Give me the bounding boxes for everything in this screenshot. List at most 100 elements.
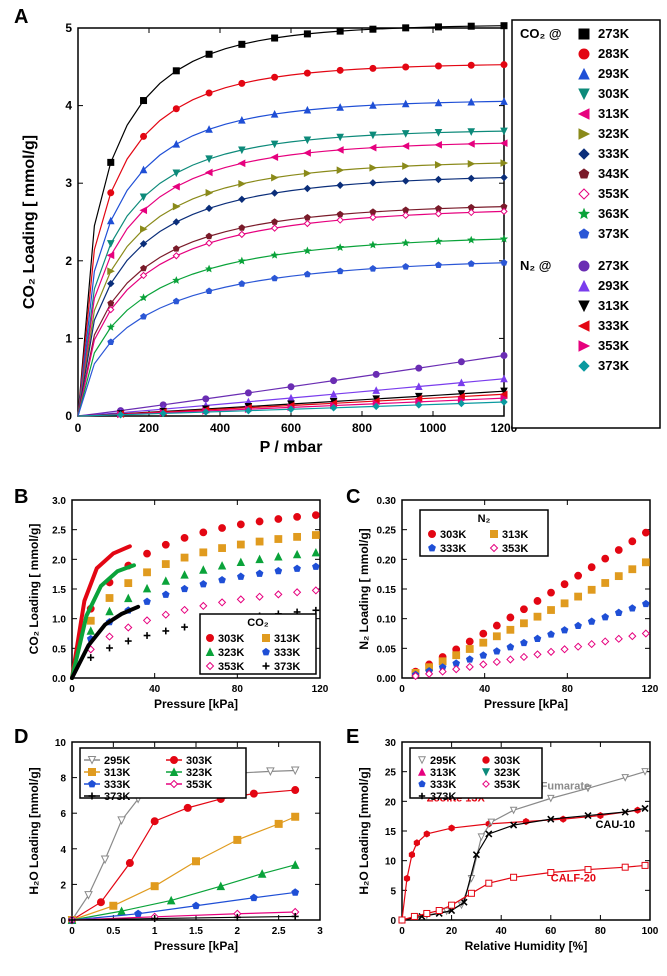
svg-text:323K: 323K xyxy=(598,126,630,141)
svg-text:323K: 323K xyxy=(218,647,244,659)
svg-text:4: 4 xyxy=(60,845,66,856)
svg-text:313K: 313K xyxy=(502,529,528,541)
svg-text:353K: 353K xyxy=(218,661,244,673)
svg-text:15: 15 xyxy=(385,827,397,838)
svg-text:313K: 313K xyxy=(104,767,130,779)
svg-text:0.5: 0.5 xyxy=(52,644,66,655)
svg-text:353K: 353K xyxy=(494,779,520,791)
svg-text:1: 1 xyxy=(152,926,158,937)
svg-text:Relative Humidity [%]: Relative Humidity [%] xyxy=(465,939,588,953)
svg-text:0: 0 xyxy=(69,684,75,695)
svg-text:N₂: N₂ xyxy=(478,513,491,525)
svg-text:0: 0 xyxy=(69,926,75,937)
svg-text:313K: 313K xyxy=(598,298,630,313)
svg-text:293K: 293K xyxy=(598,278,630,293)
svg-text:0.10: 0.10 xyxy=(377,615,397,626)
svg-text:0.30: 0.30 xyxy=(377,496,397,507)
panel-e: 020406080100051015202530Relative Humidit… xyxy=(357,738,659,953)
svg-text:303K: 303K xyxy=(186,755,212,767)
svg-text:3: 3 xyxy=(65,176,72,190)
svg-text:333K: 333K xyxy=(274,647,300,659)
svg-text:333K: 333K xyxy=(430,779,456,791)
svg-text:40: 40 xyxy=(149,684,161,695)
svg-text:373K: 373K xyxy=(598,226,630,241)
svg-text:0.5: 0.5 xyxy=(106,926,120,937)
svg-text:10: 10 xyxy=(385,857,397,868)
panel-d: 00.511.522.530246810Pressure [kPa]H₂O Lo… xyxy=(27,738,323,953)
svg-text:333K: 333K xyxy=(440,543,466,555)
panel-label-c: C xyxy=(346,486,360,509)
svg-text:30: 30 xyxy=(385,738,397,749)
svg-text:6: 6 xyxy=(60,809,66,820)
svg-text:353K: 353K xyxy=(502,543,528,555)
panel-label-e: E xyxy=(346,726,359,749)
panel-b: 040801200.00.51.01.52.02.53.0Pressure [k… xyxy=(27,496,329,711)
svg-text:40: 40 xyxy=(479,684,491,695)
svg-text:0: 0 xyxy=(60,916,66,927)
svg-text:303K: 303K xyxy=(440,529,466,541)
panel-label-a: A xyxy=(14,6,28,29)
svg-text:100: 100 xyxy=(642,926,659,937)
svg-text:0: 0 xyxy=(75,421,82,435)
svg-text:5: 5 xyxy=(65,21,72,35)
svg-text:273K: 273K xyxy=(598,258,630,273)
svg-text:0.25: 0.25 xyxy=(377,526,397,537)
svg-text:Pressure [kPa]: Pressure [kPa] xyxy=(154,939,238,953)
svg-text:313K: 313K xyxy=(274,633,300,645)
svg-text:0: 0 xyxy=(399,926,405,937)
svg-text:Pressure [kPa]: Pressure [kPa] xyxy=(484,697,568,711)
svg-text:80: 80 xyxy=(562,684,574,695)
svg-text:2.5: 2.5 xyxy=(52,526,66,537)
svg-text:CO₂: CO₂ xyxy=(247,617,269,629)
panel-c: 040801200.000.050.100.150.200.250.30Pres… xyxy=(357,496,659,711)
svg-text:2: 2 xyxy=(65,254,72,268)
svg-text:0: 0 xyxy=(65,409,72,423)
svg-text:40: 40 xyxy=(496,926,508,937)
svg-text:0.20: 0.20 xyxy=(377,555,397,566)
svg-text:323K: 323K xyxy=(494,767,520,779)
svg-text:303K: 303K xyxy=(494,755,520,767)
svg-text:800: 800 xyxy=(352,421,372,435)
svg-text:CAU-10: CAU-10 xyxy=(595,819,635,831)
svg-text:333K: 333K xyxy=(598,146,630,161)
svg-text:8: 8 xyxy=(60,774,66,785)
svg-text:313K: 313K xyxy=(430,767,456,779)
svg-text:283K: 283K xyxy=(598,46,630,61)
svg-text:373K: 373K xyxy=(274,661,300,673)
svg-text:2.0: 2.0 xyxy=(52,555,66,566)
svg-text:1: 1 xyxy=(65,331,72,345)
svg-text:CALF-20: CALF-20 xyxy=(551,872,596,884)
svg-text:20: 20 xyxy=(385,797,397,808)
svg-text:303K: 303K xyxy=(218,633,244,645)
svg-text:400: 400 xyxy=(210,421,230,435)
svg-text:333K: 333K xyxy=(104,779,130,791)
svg-text:N₂ Loading [ mmol/g]: N₂ Loading [ mmol/g] xyxy=(357,528,371,649)
svg-text:295K: 295K xyxy=(430,755,456,767)
svg-text:5: 5 xyxy=(390,886,396,897)
svg-text:2.5: 2.5 xyxy=(272,926,286,937)
svg-text:1000: 1000 xyxy=(420,421,447,435)
svg-text:H₂O Loading [mmol/g]: H₂O Loading [mmol/g] xyxy=(357,767,371,894)
svg-text:1.5: 1.5 xyxy=(189,926,203,937)
svg-text:3: 3 xyxy=(317,926,323,937)
svg-text:323K: 323K xyxy=(186,767,212,779)
figure-page: { "labels":{ "A":"A","B":"B","C":"C","D"… xyxy=(0,0,667,971)
svg-text:373K: 373K xyxy=(430,791,456,803)
svg-text:200: 200 xyxy=(139,421,159,435)
svg-text:25: 25 xyxy=(385,768,397,779)
svg-text:0.05: 0.05 xyxy=(377,644,397,655)
svg-text:P / mbar: P / mbar xyxy=(260,439,323,456)
svg-text:353K: 353K xyxy=(598,338,630,353)
svg-text:4: 4 xyxy=(65,99,72,113)
svg-text:343K: 343K xyxy=(598,166,630,181)
svg-text:120: 120 xyxy=(642,684,659,695)
panel-label-d: D xyxy=(14,726,28,749)
svg-text:373K: 373K xyxy=(104,791,130,803)
svg-text:1.0: 1.0 xyxy=(52,615,66,626)
svg-text:2: 2 xyxy=(235,926,241,937)
svg-text:353K: 353K xyxy=(186,779,212,791)
figure-svg: 020040060080010001200012345P / mbarCO₂ L… xyxy=(0,0,667,971)
svg-text:3.0: 3.0 xyxy=(52,496,66,507)
svg-text:295K: 295K xyxy=(104,755,130,767)
svg-text:20: 20 xyxy=(446,926,458,937)
